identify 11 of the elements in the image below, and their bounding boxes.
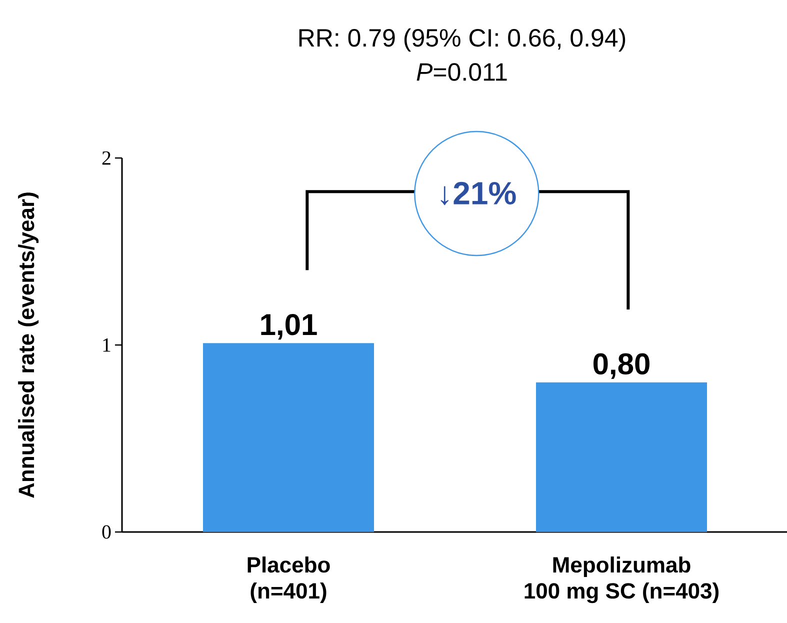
x-tick-label: Placebo (n=401) [248, 556, 330, 604]
y-tick-label: 0 [102, 525, 111, 539]
y-tick-label: 2 [102, 151, 110, 165]
x-tick-label: Mepolizumab 100 mg SC (n=403) [524, 556, 719, 604]
y-axis-title: Annualised rate (events/year) [18, 192, 39, 498]
data-label: 1,01 [261, 314, 317, 340]
chart-title: RR: 0.79 (95% CI: 0.66, 0.94) [299, 28, 626, 52]
data-label: 0,80 [594, 353, 650, 379]
chart-subtitle: P=0.011 [416, 63, 507, 81]
y-tick-label: 1 [103, 338, 110, 352]
annotation: ↓21% [440, 182, 516, 206]
